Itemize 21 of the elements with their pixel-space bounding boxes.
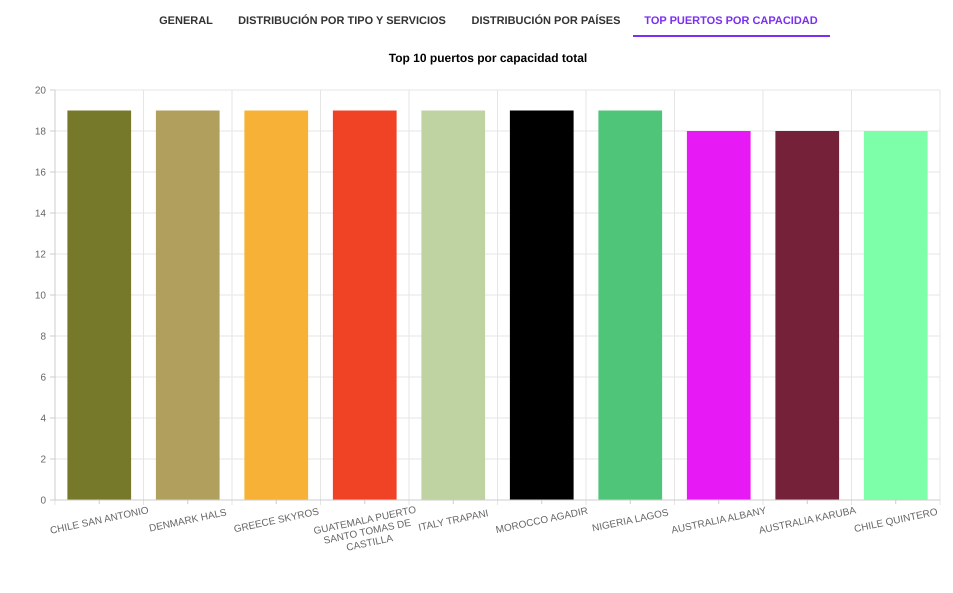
y-tick-label: 6 xyxy=(40,372,46,384)
y-tick-label: 10 xyxy=(34,290,46,302)
x-tick-label: DENMARK HALS xyxy=(148,507,228,535)
x-tick-label: ITALY TRAPANI xyxy=(417,508,490,534)
y-tick-label: 14 xyxy=(34,208,46,220)
y-tick-label: 16 xyxy=(34,168,46,178)
y-tick-label: 20 xyxy=(34,86,46,96)
y-tick-label: 4 xyxy=(40,414,46,424)
x-tick-label: CHILE SAN ANTONIO xyxy=(49,505,150,537)
y-tick-label: 12 xyxy=(34,250,46,260)
text: TOP PUERTOS POR CAPACIDAD xyxy=(644,15,818,27)
text: DISTRIBUCIÓN POR PAÍSES xyxy=(472,14,620,27)
y-tick-label: 2 xyxy=(40,454,46,466)
text: DISTRIBUCIÓN POR TIPO Y SERVICIOS xyxy=(238,14,446,27)
y-tick-label: 18 xyxy=(34,126,46,138)
x-tick-label: MOROCCO AGADIR xyxy=(494,506,590,536)
y-tick-label: 0 xyxy=(40,496,46,506)
text: GENERAL xyxy=(159,15,214,27)
y-tick-label: 8 xyxy=(40,332,46,342)
chart-title: Top 10 puertos por capacidad total xyxy=(388,51,588,65)
x-tick-label: NIGERIA LAGOS xyxy=(591,507,670,534)
